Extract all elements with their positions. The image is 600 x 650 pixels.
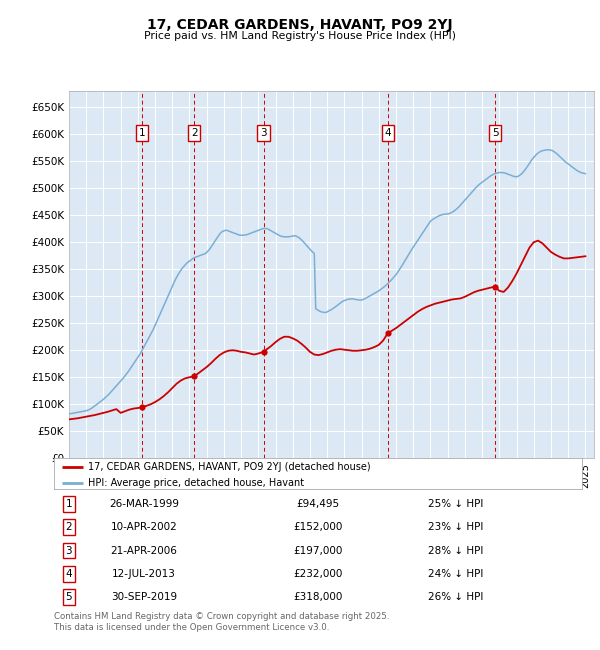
- Text: 1: 1: [65, 499, 72, 509]
- Text: £152,000: £152,000: [293, 522, 343, 532]
- Text: 2: 2: [65, 522, 72, 532]
- Text: £94,495: £94,495: [296, 499, 340, 509]
- Text: 2: 2: [191, 128, 197, 138]
- Text: 4: 4: [65, 569, 72, 579]
- Text: £197,000: £197,000: [293, 545, 343, 556]
- Text: Price paid vs. HM Land Registry's House Price Index (HPI): Price paid vs. HM Land Registry's House …: [144, 31, 456, 41]
- Text: 26% ↓ HPI: 26% ↓ HPI: [428, 592, 483, 603]
- Text: 4: 4: [385, 128, 391, 138]
- Text: 5: 5: [492, 128, 499, 138]
- Text: 25% ↓ HPI: 25% ↓ HPI: [428, 499, 483, 509]
- Text: HPI: Average price, detached house, Havant: HPI: Average price, detached house, Hava…: [88, 478, 304, 488]
- Text: 3: 3: [260, 128, 267, 138]
- Text: 21-APR-2006: 21-APR-2006: [110, 545, 177, 556]
- Text: 23% ↓ HPI: 23% ↓ HPI: [428, 522, 483, 532]
- Text: £232,000: £232,000: [293, 569, 343, 579]
- Text: 17, CEDAR GARDENS, HAVANT, PO9 2YJ: 17, CEDAR GARDENS, HAVANT, PO9 2YJ: [147, 18, 453, 32]
- Text: 26-MAR-1999: 26-MAR-1999: [109, 499, 179, 509]
- Text: 3: 3: [65, 545, 72, 556]
- Text: 5: 5: [65, 592, 72, 603]
- Text: 10-APR-2002: 10-APR-2002: [110, 522, 177, 532]
- Text: Contains HM Land Registry data © Crown copyright and database right 2025.
This d: Contains HM Land Registry data © Crown c…: [54, 612, 389, 632]
- Text: 1: 1: [139, 128, 145, 138]
- Text: 28% ↓ HPI: 28% ↓ HPI: [428, 545, 483, 556]
- Text: 12-JUL-2013: 12-JUL-2013: [112, 569, 176, 579]
- Text: 30-SEP-2019: 30-SEP-2019: [110, 592, 177, 603]
- Text: 17, CEDAR GARDENS, HAVANT, PO9 2YJ (detached house): 17, CEDAR GARDENS, HAVANT, PO9 2YJ (deta…: [88, 462, 371, 472]
- Text: 24% ↓ HPI: 24% ↓ HPI: [428, 569, 483, 579]
- Text: £318,000: £318,000: [293, 592, 343, 603]
